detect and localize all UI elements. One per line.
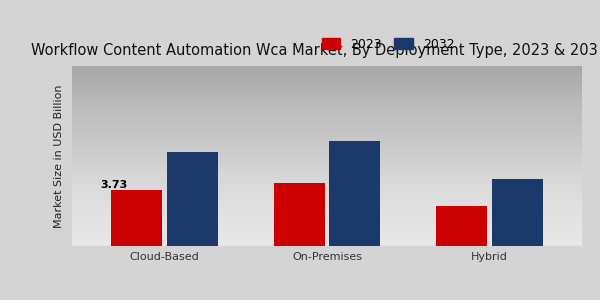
Bar [112,190,163,246]
Bar [167,152,218,246]
Text: 3.73: 3.73 [100,180,127,190]
Legend: 2023, 2032: 2023, 2032 [317,33,460,56]
Bar [436,206,487,246]
Bar [329,141,380,246]
Y-axis label: Market Size in USD Billion: Market Size in USD Billion [55,84,64,228]
Bar [491,178,542,246]
Bar [274,183,325,246]
Text: Workflow Content Automation Wca Market, By Deployment Type, 2023 & 203: Workflow Content Automation Wca Market, … [31,43,598,58]
